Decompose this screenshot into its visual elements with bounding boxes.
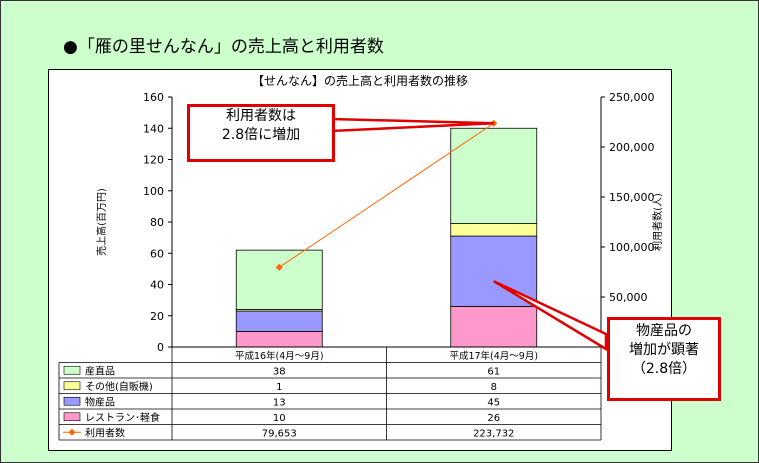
- chart-panel: 【せんなん】の売上高と利用者数の推移0204060801001201401600…: [48, 69, 672, 451]
- y-tick-label-left: 40: [150, 279, 164, 292]
- y-tick-label-left: 140: [143, 122, 164, 135]
- slide-heading: ●「雁の里せんなん」の売上高と利用者数: [63, 37, 384, 57]
- products-callout: 物産品の 増加が顕著 （2.8倍）: [607, 317, 721, 401]
- legend-key: [63, 365, 81, 375]
- y-tick-label-left: 20: [150, 310, 164, 323]
- bar-segment: [450, 127, 538, 224]
- y-axis-label-right: 利用者数(人): [651, 193, 664, 251]
- chart-title: 【せんなん】の売上高と利用者数の推移: [252, 73, 468, 88]
- y-tick-label-left: 0: [157, 341, 164, 354]
- y-tick-label-left: 60: [150, 247, 164, 260]
- table-value: 223,732: [473, 428, 514, 439]
- y-axis-label-left: 売上高(百万円): [95, 188, 108, 256]
- bar-segment: [450, 223, 538, 237]
- category-label: 平成16年(4月～9月): [235, 350, 324, 362]
- table-value: 10: [273, 413, 286, 424]
- products-callout-line3: （2.8倍）: [631, 361, 697, 377]
- table-value: 61: [487, 366, 500, 377]
- table-value: 13: [273, 397, 286, 408]
- users-callout-line2: 2.8倍に増加: [221, 127, 301, 143]
- legend-key: [63, 412, 81, 422]
- y-tick-label-right: 100,000: [609, 241, 655, 254]
- products-callout-pointer: [493, 280, 608, 352]
- y-tick-label-left: 80: [150, 216, 164, 229]
- bar-segment: [235, 249, 323, 310]
- users-point: [275, 263, 283, 271]
- legend-label: 物産品: [85, 395, 115, 408]
- y-tick-label-right: 150,000: [609, 191, 655, 204]
- table-value: 45: [487, 397, 500, 408]
- y-tick-label-right: 250,000: [609, 91, 655, 104]
- y-tick-label-left: 120: [143, 154, 164, 167]
- products-callout-line1: 物産品の: [636, 323, 692, 339]
- legend-key: [63, 381, 81, 391]
- products-callout-line2: 増加が顕著: [629, 342, 699, 358]
- legend-key: [63, 396, 81, 406]
- y-tick-label-right: 200,000: [609, 141, 655, 154]
- legend-label: 利用者数: [85, 426, 125, 439]
- users-line: [278, 122, 495, 268]
- table-value: 26: [487, 413, 500, 424]
- chart-svg: 【せんなん】の売上高と利用者数の推移0204060801001201401600…: [58, 73, 664, 441]
- y-tick-label-right: 50,000: [609, 291, 648, 304]
- table-value: 8: [491, 382, 497, 393]
- table-value: 79,653: [262, 428, 297, 439]
- legend-label: その他(自販機): [85, 380, 153, 393]
- users-callout: 利用者数は 2.8倍に増加: [187, 104, 335, 162]
- legend-key-marker: [68, 428, 76, 436]
- category-label: 平成17年(4月～9月): [449, 350, 538, 362]
- legend-label: レストラン･軽食: [85, 411, 160, 424]
- y-tick-label-left: 100: [143, 185, 164, 198]
- y-tick-label-left: 160: [143, 91, 164, 104]
- bar-segment: [235, 310, 323, 332]
- table-value: 38: [273, 366, 286, 377]
- users-callout-line1: 利用者数は: [226, 108, 296, 124]
- bar-segment: [450, 305, 538, 348]
- bar-segment: [235, 330, 323, 348]
- table-value: 1: [276, 382, 282, 393]
- legend-label: 産直品: [85, 364, 115, 377]
